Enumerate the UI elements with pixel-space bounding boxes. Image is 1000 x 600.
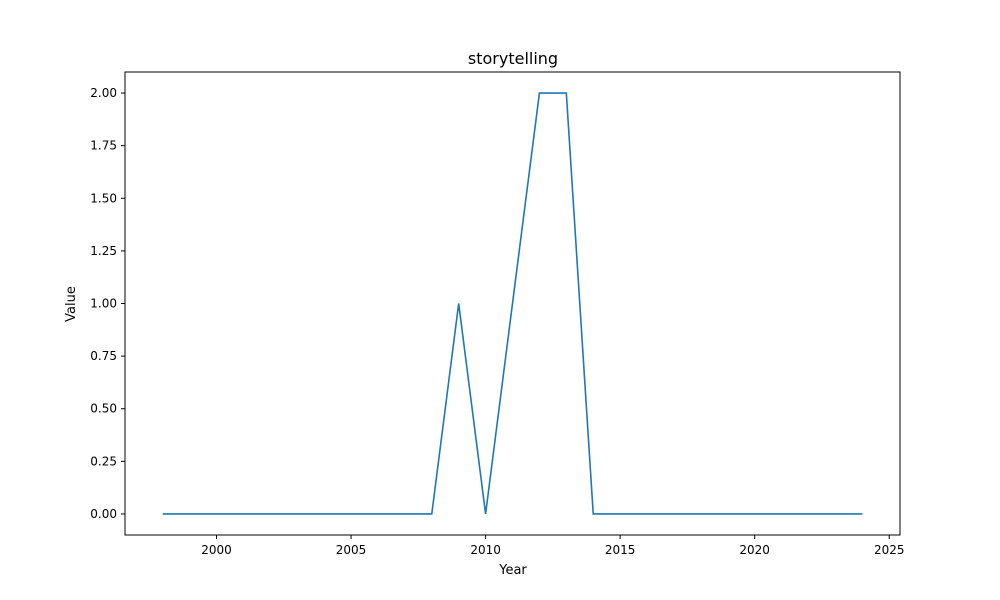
y-axis-ticks: 0.00 0.25 0.50 0.75 1.00 1.25 1.50 1.75 2.00: [90, 86, 125, 521]
chart-title: storytelling: [468, 49, 558, 68]
x-tick-label: 2020: [739, 543, 770, 557]
y-tick-label: 0.00: [90, 507, 117, 521]
y-axis-label: Value: [64, 286, 79, 322]
y-tick-label: 0.75: [90, 349, 117, 363]
x-tick-label: 2005: [336, 543, 367, 557]
y-tick-label: 1.00: [90, 297, 117, 311]
y-tick-label: 1.25: [90, 244, 117, 258]
x-tick-label: 2025: [874, 543, 905, 557]
y-tick-label: 0.50: [90, 402, 117, 416]
x-tick-label: 2000: [201, 543, 232, 557]
plot-frame: [124, 71, 901, 536]
x-axis-label: Year: [498, 563, 527, 578]
x-axis-ticks: 2000 2005 2010 2015 2020 2025: [201, 535, 905, 557]
y-tick-label: 2.00: [90, 86, 117, 100]
series-line: [162, 92, 863, 515]
y-tick-label: 0.25: [90, 454, 117, 468]
x-tick-label: 2015: [605, 543, 636, 557]
y-tick-label: 1.75: [90, 139, 117, 153]
series-layer: [162, 92, 863, 515]
y-tick-label: 1.50: [90, 191, 117, 205]
x-tick-label: 2010: [470, 543, 501, 557]
